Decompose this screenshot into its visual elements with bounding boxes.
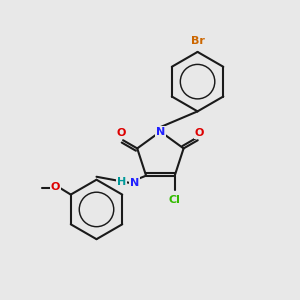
Text: H: H xyxy=(117,177,126,187)
Text: N: N xyxy=(156,127,165,136)
Text: N: N xyxy=(130,178,139,188)
Text: Br: Br xyxy=(190,36,205,46)
Text: O: O xyxy=(51,182,60,192)
Text: O: O xyxy=(194,128,204,138)
Text: O: O xyxy=(117,128,126,138)
Text: Cl: Cl xyxy=(169,195,181,205)
